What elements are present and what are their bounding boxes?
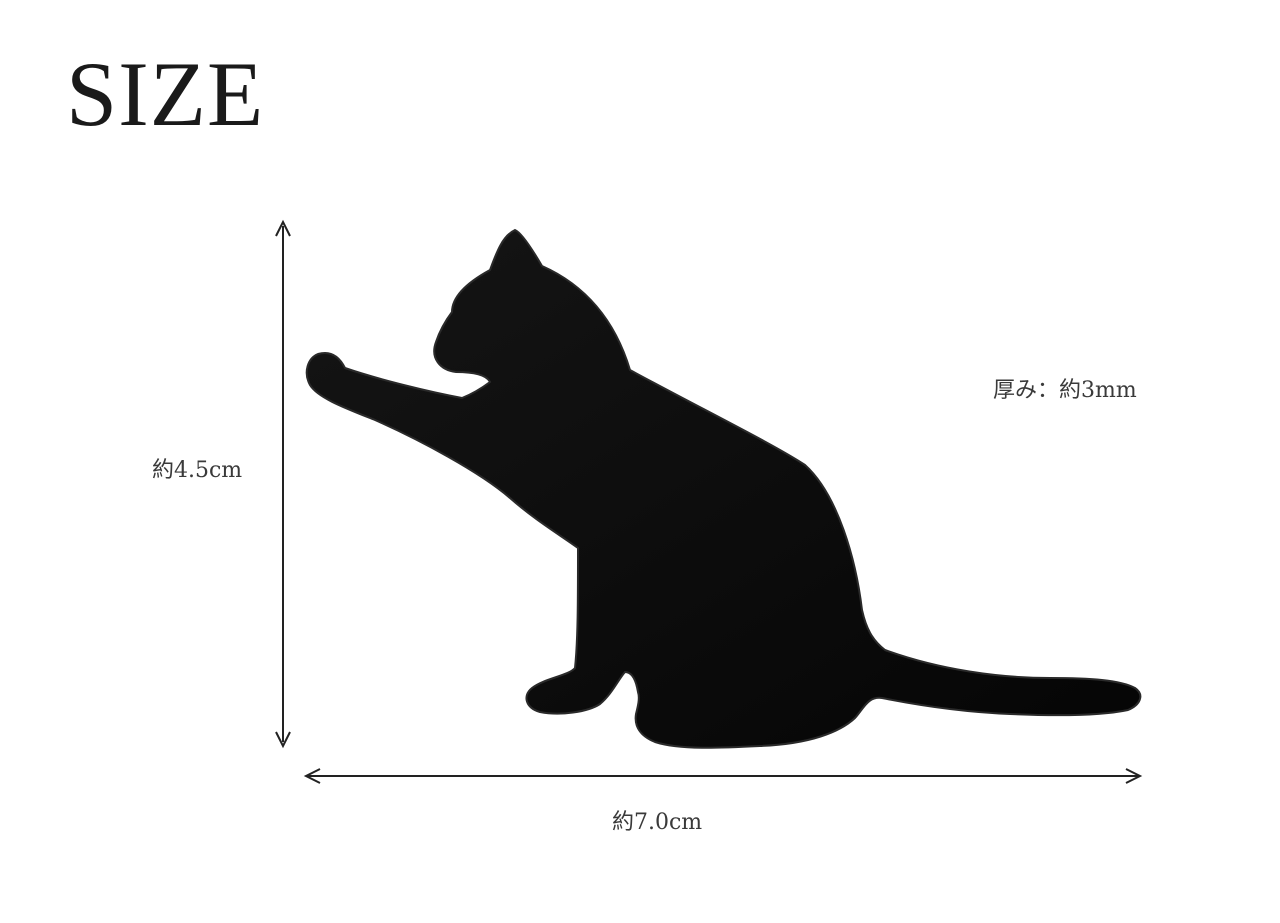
- width-dimension-arrow: [303, 768, 1143, 784]
- page-title: SIZE: [66, 43, 265, 145]
- cat-silhouette-icon: [305, 228, 1142, 749]
- height-dimension-arrow: [275, 219, 291, 749]
- width-label: 約7.0cm: [612, 810, 703, 835]
- height-label: 約4.5cm: [152, 458, 243, 483]
- thickness-label: 厚み：約3mm: [993, 378, 1137, 403]
